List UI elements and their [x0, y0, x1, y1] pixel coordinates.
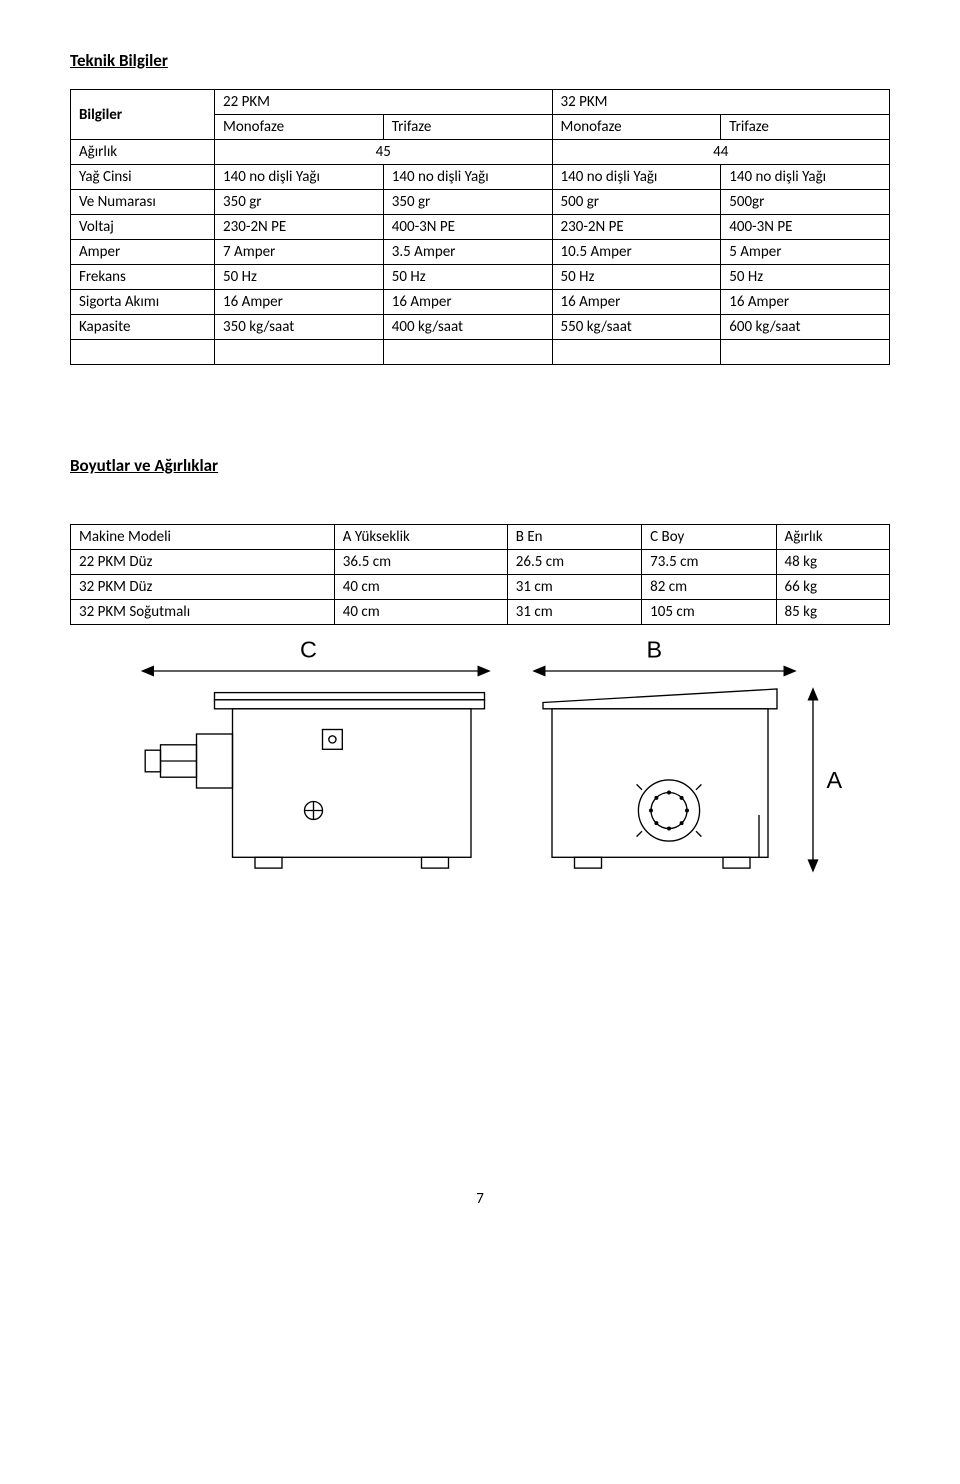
cell: 32 PKM Düz: [71, 575, 335, 600]
cell: 16 Amper: [215, 290, 384, 315]
section-title-teknik: Teknik Bilgiler: [70, 50, 890, 71]
cell: 45: [215, 140, 552, 165]
cell: 550 kg/saat: [552, 315, 721, 340]
specs-header-model2: 32 PKM: [552, 90, 889, 115]
cell: 140 no dişli Yağı: [383, 165, 552, 190]
machine-diagram: C B A: [70, 635, 890, 910]
row-label: Frekans: [71, 265, 215, 290]
dims-header: B En: [507, 525, 641, 550]
specs-sub-tri2: Trifaze: [721, 115, 890, 140]
cell-empty: [71, 340, 215, 365]
cell: 3.5 Amper: [383, 240, 552, 265]
cell: 500 gr: [552, 190, 721, 215]
cell: 48 kg: [776, 550, 889, 575]
row-label: Ağırlık: [71, 140, 215, 165]
cell: 50 Hz: [215, 265, 384, 290]
cell: 600 kg/saat: [721, 315, 890, 340]
cell: 500gr: [721, 190, 890, 215]
cell: 31 cm: [507, 600, 641, 625]
row-label: Ve Numarası: [71, 190, 215, 215]
specs-sub-mono2: Monofaze: [552, 115, 721, 140]
diagram-label-b: B: [647, 637, 663, 663]
cell: 230-2N PE: [552, 215, 721, 240]
specs-header-model1: 22 PKM: [215, 90, 552, 115]
diagram-label-c: C: [300, 637, 317, 663]
row-label: Yağ Cinsi: [71, 165, 215, 190]
cell: 10.5 Amper: [552, 240, 721, 265]
cell-empty: [552, 340, 721, 365]
cell: 31 cm: [507, 575, 641, 600]
section-title-boyutlar: Boyutlar ve Ağırlıklar: [70, 455, 890, 476]
cell: 66 kg: [776, 575, 889, 600]
cell: 7 Amper: [215, 240, 384, 265]
cell: 16 Amper: [383, 290, 552, 315]
cell: 105 cm: [642, 600, 776, 625]
cell-empty: [721, 340, 890, 365]
cell: 22 PKM Düz: [71, 550, 335, 575]
specs-table: Bilgiler 22 PKM 32 PKM Monofaze Trifaze …: [70, 89, 890, 365]
cell: 50 Hz: [721, 265, 890, 290]
dims-table: Makine Modeli A Yükseklik B En C Boy Ağı…: [70, 524, 890, 625]
cell: 230-2N PE: [215, 215, 384, 240]
cell: 400-3N PE: [721, 215, 890, 240]
dims-header: Makine Modeli: [71, 525, 335, 550]
specs-sub-mono1: Monofaze: [215, 115, 384, 140]
cell: 5 Amper: [721, 240, 890, 265]
cell: 40 cm: [334, 575, 507, 600]
cell: 16 Amper: [552, 290, 721, 315]
specs-sub-tri1: Trifaze: [383, 115, 552, 140]
dims-header: A Yükseklik: [334, 525, 507, 550]
cell: 26.5 cm: [507, 550, 641, 575]
cell: 350 gr: [215, 190, 384, 215]
cell-empty: [215, 340, 384, 365]
cell: 82 cm: [642, 575, 776, 600]
cell: 140 no dişli Yağı: [552, 165, 721, 190]
dims-header: Ağırlık: [776, 525, 889, 550]
cell: 44: [552, 140, 889, 165]
cell: 16 Amper: [721, 290, 890, 315]
cell: 40 cm: [334, 600, 507, 625]
cell: 400 kg/saat: [383, 315, 552, 340]
row-label: Voltaj: [71, 215, 215, 240]
cell: 140 no dişli Yağı: [215, 165, 384, 190]
page-number: 7: [70, 1190, 890, 1208]
cell: 50 Hz: [383, 265, 552, 290]
cell: 32 PKM Soğutmalı: [71, 600, 335, 625]
row-label: Sigorta Akımı: [71, 290, 215, 315]
diagram-label-a: A: [827, 767, 843, 793]
cell: 85 kg: [776, 600, 889, 625]
cell: 36.5 cm: [334, 550, 507, 575]
specs-header-bilgiler: Bilgiler: [71, 90, 215, 140]
cell: 350 kg/saat: [215, 315, 384, 340]
cell: 140 no dişli Yağı: [721, 165, 890, 190]
cell: 50 Hz: [552, 265, 721, 290]
cell-empty: [383, 340, 552, 365]
cell: 350 gr: [383, 190, 552, 215]
row-label: Kapasite: [71, 315, 215, 340]
dims-header: C Boy: [642, 525, 776, 550]
cell: 400-3N PE: [383, 215, 552, 240]
row-label: Amper: [71, 240, 215, 265]
cell: 73.5 cm: [642, 550, 776, 575]
